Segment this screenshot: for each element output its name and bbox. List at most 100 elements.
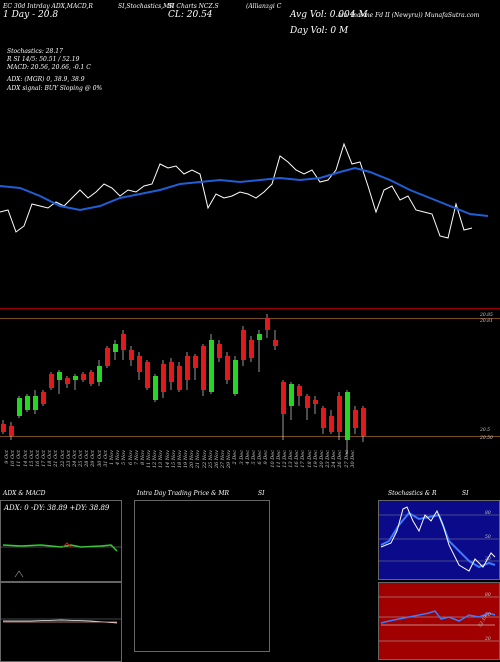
date-label: 6 Nov [127, 450, 134, 465]
candle-body [153, 376, 158, 400]
bottom-level-label-2: 20.50 [480, 436, 493, 441]
candle-body [81, 374, 86, 380]
stoch-tick-80: 80 [485, 511, 491, 516]
date-label: 3 Dec [238, 450, 245, 465]
candle-body [97, 366, 102, 382]
date-label: 2 Dec [232, 450, 239, 465]
separator-line [0, 308, 500, 309]
candle-body [321, 408, 326, 428]
date-label: 12 Dec [281, 450, 288, 468]
date-label: 25 Nov [207, 450, 214, 469]
candlestick-chart [1, 314, 366, 454]
rsi-panel: 80 50 20 52.19 [378, 582, 500, 660]
rsi-tick-20: 20 [485, 637, 491, 642]
date-label: 15 Nov [170, 450, 177, 469]
candle-body [17, 398, 22, 416]
adx-lines [1, 542, 121, 578]
candle-body [41, 392, 46, 404]
date-label: 5 Nov [121, 450, 128, 465]
candle-body [313, 400, 318, 404]
header-title: EC 30d Intrday ADX,MACD,R [3, 3, 93, 10]
rsi-tick-50: 50 [485, 613, 491, 618]
candle-body [337, 396, 342, 432]
stoch-tick-50: 50 [485, 535, 491, 540]
candle-body [297, 386, 302, 396]
date-label: 9 Dec [263, 450, 270, 465]
candle-body [201, 346, 206, 390]
date-label: 19 Dec [312, 450, 319, 468]
candle-body [257, 334, 262, 340]
date-label: 4 Dec [244, 450, 251, 465]
date-label: 13 Nov [158, 450, 165, 469]
date-label: 14 Nov [164, 450, 171, 469]
candle-body [49, 374, 54, 388]
adx-signal-readout: ADX signal: BUY Sloping @ 0% [7, 85, 103, 92]
candle-body [361, 408, 366, 436]
date-label: 11 Dec [275, 450, 282, 468]
candle-body [33, 396, 38, 410]
date-label: 31 Oct [102, 450, 109, 467]
stochastics-lines [379, 506, 499, 572]
candle-body [177, 366, 182, 390]
top-level-label-2: 20.81 [480, 319, 493, 324]
candle-body [105, 348, 110, 366]
top-level-line [0, 318, 500, 319]
header-name: (Allianzgi C [246, 3, 282, 10]
candle-body [121, 334, 126, 350]
candle-body [193, 356, 198, 368]
date-label: 29 Oct [90, 450, 97, 467]
candle-body [1, 424, 6, 432]
intraday-panel [134, 500, 270, 652]
bottom-level-label: 20.5 [480, 428, 491, 433]
day-vol-label: Day Vol: 0 M [290, 26, 349, 36]
header-subtitle: SI,Stochastics,MR [118, 3, 174, 10]
candle-body [345, 392, 350, 440]
candle-body [129, 350, 134, 360]
header-name-2: onv Income Fd II (Newyru)) MunafaSutra.c… [338, 12, 480, 19]
candle-body [73, 376, 78, 380]
stoch-tick-20: 20 [485, 557, 491, 562]
bottom-level-line [0, 436, 500, 437]
date-label: 18 Dec [306, 450, 313, 468]
close-label: CL: 20.54 [168, 10, 213, 20]
candle-body [25, 396, 30, 410]
candle-body [305, 396, 310, 408]
date-label: 30 Oct [96, 450, 103, 467]
candle-body [265, 318, 270, 330]
candle-body [65, 378, 70, 384]
candle-body [241, 330, 246, 360]
adx-panel-title: ADX & MACD [3, 490, 46, 497]
adx-values: ADX: 0 -DY: 38.89 +DY: 38.89 [4, 504, 110, 512]
candle-body [217, 344, 222, 358]
candle-body [233, 360, 238, 394]
day-label: 1 Day - 20.8 [3, 10, 59, 20]
close-price-line [0, 142, 473, 239]
stochastics-readout: Stochastics: 28.17 [7, 48, 63, 55]
date-label: 8 Nov [139, 450, 146, 465]
candle-body [89, 372, 94, 384]
date-label: 10 Dec [269, 450, 276, 468]
candle-body [209, 340, 214, 392]
candle-body [289, 384, 294, 406]
date-label: 16 Oct [34, 450, 41, 467]
date-label: 18 Nov [176, 450, 183, 469]
date-label: 17 Dec [300, 450, 307, 468]
intraday-panel-title: Intra Day Trading Price & MR [137, 490, 230, 497]
candle-body [137, 356, 142, 372]
date-label: 15 Oct [28, 450, 35, 467]
candle-body [281, 382, 286, 414]
date-label: 11 Oct [16, 450, 23, 467]
price-line-chart [0, 142, 489, 239]
date-label: 27 Dec [343, 450, 350, 468]
macd-readout: MACD: 20.56, 20.66, -0.1 C [7, 64, 91, 71]
candle-body [161, 364, 166, 392]
date-label: 21 Nov [195, 450, 202, 469]
adx-readout: ADX: (MGR) 0, 38.9, 38.9 [7, 76, 85, 83]
date-label: 26 Dec [337, 450, 344, 468]
stoch-panel-title: Stochastics & R [388, 490, 437, 497]
candle-body [113, 344, 118, 352]
top-level-label: 20.85 [480, 313, 493, 318]
candle-body [249, 340, 254, 358]
avg-vol-label: Avg Vol: 0.004 M [290, 10, 368, 20]
date-label: 21 Oct [53, 450, 60, 467]
